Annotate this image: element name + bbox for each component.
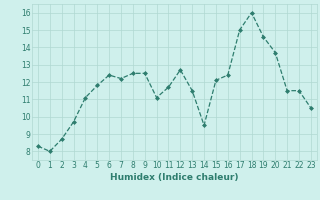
X-axis label: Humidex (Indice chaleur): Humidex (Indice chaleur) xyxy=(110,173,239,182)
